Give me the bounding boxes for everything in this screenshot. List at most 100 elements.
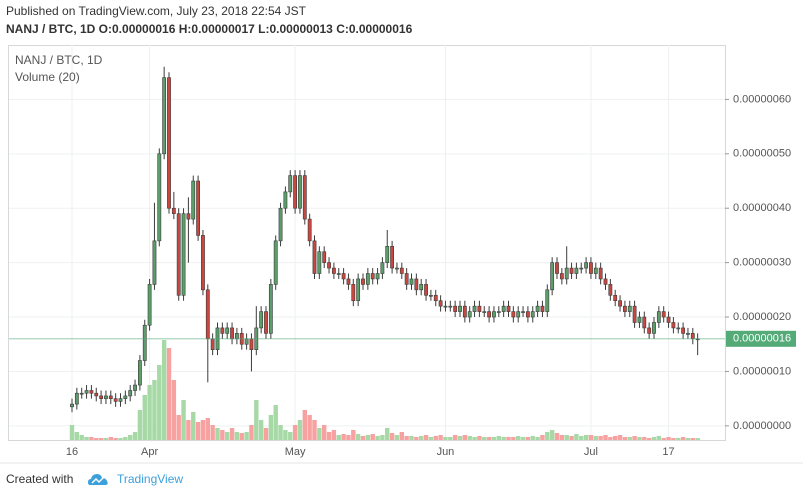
candle-body: [307, 218, 312, 242]
volume-bar: [171, 380, 177, 440]
volume-bar: [69, 425, 75, 440]
volume-bar: [574, 434, 579, 440]
volume-bar: [118, 438, 123, 440]
candle-body: [176, 213, 181, 296]
candle-body: [530, 311, 535, 318]
candle-body: [399, 267, 404, 274]
volume-bar: [452, 435, 458, 440]
candle-body: [642, 316, 647, 329]
candle-body: [298, 175, 302, 209]
volume-bar: [181, 400, 186, 440]
candle-body: [361, 278, 365, 285]
volume-bar: [152, 380, 157, 440]
volume-bar: [666, 437, 671, 440]
candle-body: [312, 240, 317, 274]
volume-bar: [409, 436, 414, 440]
volume-bar: [176, 415, 181, 440]
volume-bar: [225, 432, 230, 440]
published-note: Published on TradingView.com, July 23, 2…: [6, 4, 307, 18]
volume-bar: [467, 436, 472, 440]
volume-bar: [399, 432, 404, 440]
candle-body: [201, 235, 205, 291]
volume-bar: [661, 438, 666, 440]
candle-body: [535, 305, 540, 312]
candle-body: [681, 327, 686, 334]
candle-body: [147, 284, 152, 326]
candle-body: [690, 333, 695, 340]
candle-body: [487, 311, 492, 318]
volume-bar: [166, 348, 172, 440]
candle-body: [404, 273, 409, 285]
candle-body: [331, 267, 336, 274]
last-price-label: 0.00000016: [733, 333, 791, 345]
candle-body: [603, 278, 608, 285]
volume-bar: [564, 435, 569, 440]
candle-body: [496, 311, 501, 313]
volume-bar: [317, 428, 322, 440]
candle-body: [618, 300, 622, 307]
volume-bar: [491, 437, 497, 440]
candle-body: [598, 267, 603, 280]
x-tick-label: Jul: [584, 446, 598, 458]
candle-body: [138, 360, 142, 386]
volume-bar: [195, 422, 201, 440]
volume-bar: [423, 435, 429, 440]
ohlc-line: NANJ / BTC, 1D O:0.00000016 H:0.00000017…: [6, 22, 413, 36]
candle-body: [171, 207, 176, 214]
candle-body: [540, 305, 545, 312]
volume-bar: [583, 435, 589, 440]
volume-bar: [554, 433, 560, 440]
candle-body: [550, 262, 555, 291]
volume-bar: [273, 405, 278, 440]
candle-body: [686, 333, 690, 335]
candle-body: [438, 300, 443, 307]
candle-body: [613, 294, 618, 302]
candle-body: [157, 153, 162, 242]
y-tick-label: 0.00000010: [733, 365, 791, 377]
volume-bar: [380, 435, 385, 440]
candle-body: [555, 262, 559, 274]
volume-bar: [549, 430, 555, 440]
volume-bar: [588, 435, 594, 440]
candle-body: [162, 77, 167, 155]
candle-body: [390, 246, 395, 269]
y-tick-label: 0.00000020: [733, 311, 791, 323]
volume-bar: [244, 432, 249, 440]
volume-bar: [205, 418, 210, 440]
volume-bar: [210, 425, 215, 440]
candle-body: [244, 338, 249, 345]
volume-bar: [331, 430, 337, 440]
volume-bar: [200, 420, 206, 440]
candle-body: [448, 305, 453, 308]
candle-body: [94, 392, 99, 397]
footer-brand[interactable]: TradingView: [117, 472, 183, 486]
volume-bar: [142, 395, 147, 440]
candle-body: [264, 311, 268, 334]
volume-bar: [540, 435, 545, 440]
candle-body: [113, 398, 118, 402]
volume-bar: [113, 438, 118, 440]
volume-bar: [385, 428, 390, 440]
volume-bar: [147, 385, 152, 440]
volume-bar: [511, 437, 516, 440]
candle-body: [492, 311, 496, 318]
candle-body: [123, 395, 128, 399]
volume-bar: [186, 420, 191, 440]
volume-bar: [535, 437, 540, 440]
candle-body: [108, 395, 113, 399]
volume-bar: [598, 436, 603, 440]
volume-bar: [307, 415, 312, 440]
candle-body: [462, 305, 467, 318]
brand-logo[interactable]: [88, 474, 108, 485]
candle-body: [652, 322, 656, 334]
footer-created: Created with: [6, 472, 73, 486]
volume-bar: [685, 438, 691, 440]
volume-bar: [108, 437, 113, 440]
candle-body: [409, 278, 414, 285]
y-tick-label: 0.00000050: [733, 148, 791, 160]
volume-bar: [239, 433, 244, 440]
volume-layer: [69, 340, 700, 440]
candle-body: [322, 251, 327, 263]
candle-body: [424, 284, 428, 296]
